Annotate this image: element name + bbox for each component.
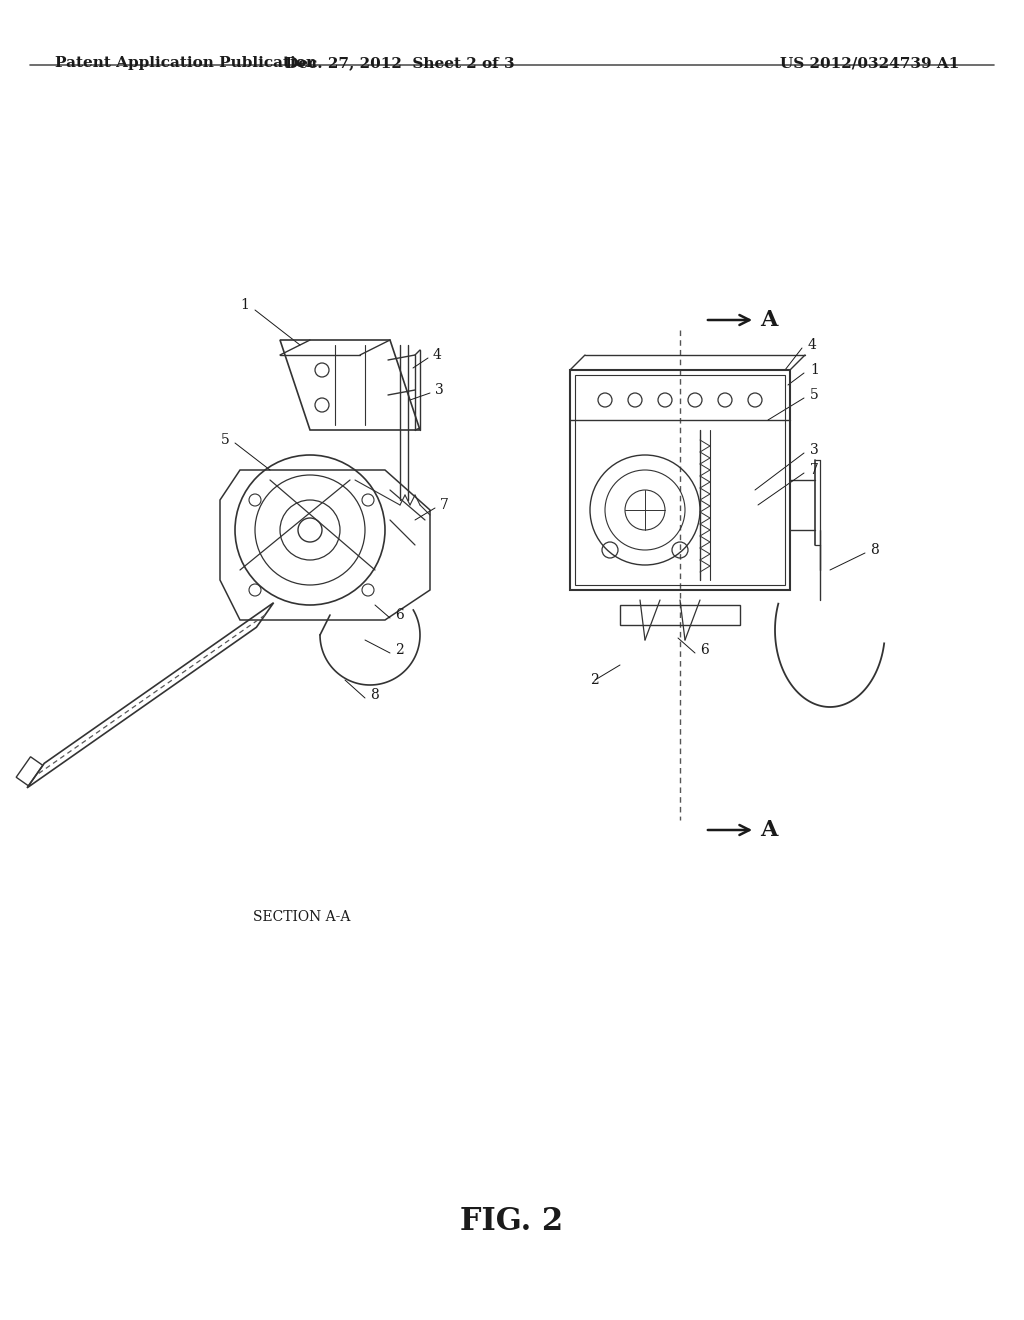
Text: 5: 5 (221, 433, 230, 447)
Text: 7: 7 (440, 498, 449, 512)
Text: 5: 5 (810, 388, 819, 403)
Text: A: A (760, 818, 777, 841)
Text: A: A (760, 309, 777, 331)
Text: 7: 7 (810, 463, 819, 477)
Text: US 2012/0324739 A1: US 2012/0324739 A1 (780, 57, 959, 70)
Text: Patent Application Publication: Patent Application Publication (55, 57, 317, 70)
Text: 3: 3 (810, 444, 819, 457)
Text: 8: 8 (370, 688, 379, 702)
Bar (575, 375, 785, 585)
Text: SECTION A-A: SECTION A-A (253, 911, 351, 924)
Text: 4: 4 (433, 348, 442, 362)
Bar (620, 605, 740, 624)
Text: 4: 4 (808, 338, 817, 352)
Text: 1: 1 (241, 298, 250, 312)
Bar (570, 370, 790, 590)
Text: Dec. 27, 2012  Sheet 2 of 3: Dec. 27, 2012 Sheet 2 of 3 (286, 57, 515, 70)
Text: 2: 2 (395, 643, 403, 657)
Text: 6: 6 (700, 643, 709, 657)
Text: 3: 3 (435, 383, 443, 397)
Text: 8: 8 (870, 543, 879, 557)
Text: 1: 1 (810, 363, 819, 378)
Text: FIG. 2: FIG. 2 (461, 1205, 563, 1237)
Text: 6: 6 (395, 609, 403, 622)
Text: 2: 2 (590, 673, 599, 686)
